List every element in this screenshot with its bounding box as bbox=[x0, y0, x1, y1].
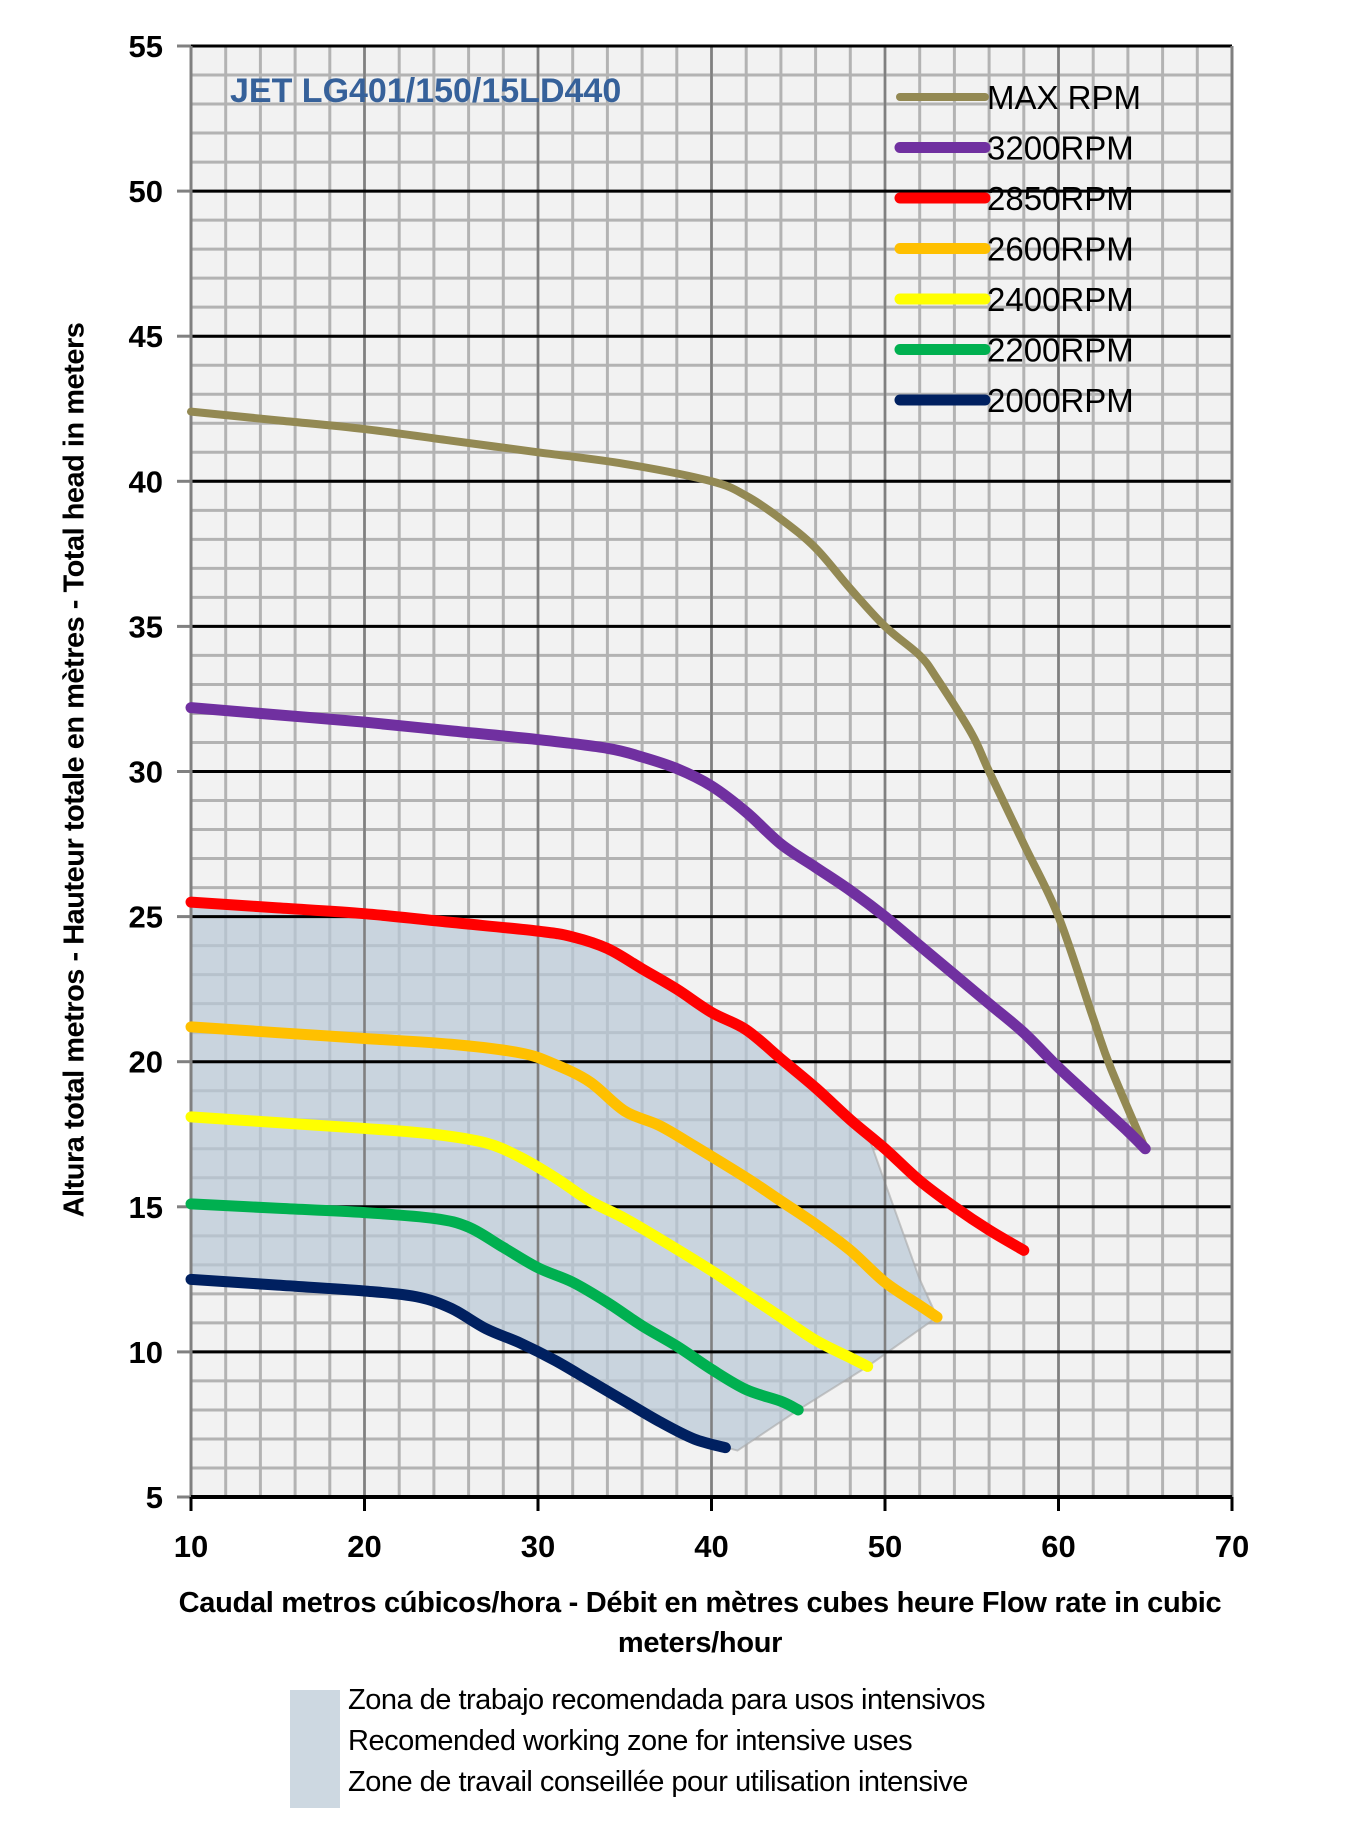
axes bbox=[177, 44, 1234, 1511]
x-axis-label: Caudal metros cúbicos/hora - Débit en mè… bbox=[178, 1587, 1222, 1659]
legend-label: 2850RPM bbox=[987, 180, 1134, 217]
x-tick-label: 10 bbox=[174, 1529, 208, 1564]
y-tick-label: 30 bbox=[129, 755, 163, 790]
zone-legend-line-en: Recomended working zone for intensive us… bbox=[348, 1725, 913, 1757]
x-tick-label: 20 bbox=[347, 1529, 381, 1564]
zone-legend-line-fr: Zone de travail conseillée pour utilisat… bbox=[348, 1766, 968, 1798]
series-line-2850rpm bbox=[185, 896, 1030, 1256]
zone-legend-line-es: Zona de trabajo recomendada para usos in… bbox=[348, 1684, 985, 1716]
y-tick-label: 40 bbox=[129, 464, 163, 499]
y-axis-label: Altura total metros - Hauteur totale en … bbox=[58, 322, 91, 1218]
legend-label: 3200RPM bbox=[987, 130, 1134, 167]
y-tick-label: 50 bbox=[129, 174, 163, 209]
y-tick-label: 10 bbox=[129, 1335, 163, 1370]
y-tick-label: 45 bbox=[129, 319, 163, 354]
pump-curve-chart: 5 10 15 20 25 30 35 40 45 50 55 10 20 30 40 50 60 70 JET … bbox=[129, 29, 1250, 1564]
series-line-3200rpm bbox=[185, 702, 1151, 1155]
tick-labels: 5 10 15 20 25 30 35 40 45 50 55 10 20 30 40 50 60 70 bbox=[129, 29, 1250, 1564]
series-line-2000rpm bbox=[185, 1273, 731, 1454]
y-tick-label: 35 bbox=[129, 609, 163, 644]
x-tick-label: 60 bbox=[1041, 1529, 1075, 1564]
y-tick-label: 5 bbox=[146, 1480, 163, 1515]
series-line-2400rpm bbox=[185, 1111, 874, 1372]
legend-label: 2000RPM bbox=[987, 382, 1134, 419]
y-tick-label: 25 bbox=[129, 900, 163, 935]
series-line-2200rpm bbox=[185, 1198, 804, 1416]
legend-label: 2200RPM bbox=[987, 332, 1134, 369]
x-tick-label: 40 bbox=[694, 1529, 728, 1564]
y-tick-label: 15 bbox=[129, 1190, 163, 1225]
x-tick-label: 50 bbox=[868, 1529, 902, 1564]
legend-label: MAX RPM bbox=[987, 79, 1141, 116]
y-tick-label: 20 bbox=[129, 1045, 163, 1080]
zone-legend-swatch bbox=[290, 1690, 340, 1808]
legend-label: 2400RPM bbox=[987, 281, 1134, 318]
chart-title: JET LG401/150/15LD440 bbox=[230, 72, 621, 110]
legend-label: 2600RPM bbox=[987, 231, 1134, 268]
legend: MAX RPM 3200RPM 2850RPM 2600RPM 2400RPM 2200R… bbox=[894, 79, 1141, 419]
y-tick-label: 55 bbox=[129, 29, 163, 64]
series-layer bbox=[185, 407, 1151, 1454]
x-tick-label: 70 bbox=[1215, 1529, 1249, 1564]
series-line-max-rpm bbox=[187, 407, 1150, 1153]
series-line-2600rpm bbox=[185, 1021, 943, 1323]
x-tick-label: 30 bbox=[521, 1529, 555, 1564]
